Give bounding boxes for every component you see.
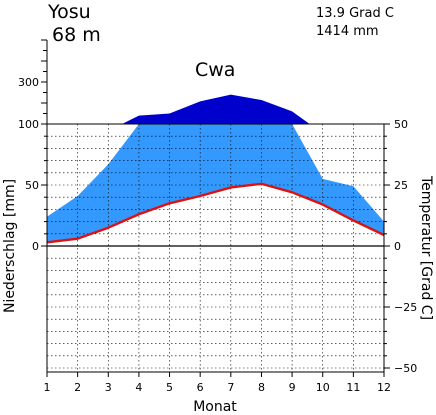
- temperature-line: [46, 182, 385, 244]
- precipitation-excess-fill: [122, 94, 310, 124]
- x-tick-label: 7: [227, 381, 234, 394]
- precipitation-area: [47, 94, 384, 243]
- station-name: Yosu: [47, 1, 91, 23]
- x-tick-label: 12: [377, 381, 391, 394]
- right-axis-title: Temperatur [Grad C]: [418, 175, 434, 320]
- left-tick-label: 0: [32, 240, 39, 253]
- annual-precipitation: 1414 mm: [316, 24, 379, 39]
- right-tick-label: −50: [394, 362, 417, 375]
- left-tick-label: 100: [18, 118, 39, 131]
- axes: [41, 39, 390, 377]
- x-tick-label: 4: [135, 381, 142, 394]
- station-elevation: 68 m: [52, 24, 101, 46]
- right-tick-label: 50: [394, 118, 408, 131]
- x-tick-label: 5: [166, 381, 173, 394]
- x-tick-label: 8: [258, 381, 265, 394]
- x-tick-label: 11: [346, 381, 360, 394]
- x-tick-label: 9: [289, 381, 296, 394]
- temperature-curve: [46, 182, 385, 244]
- precipitation-humid-fill: [47, 124, 384, 243]
- mean-temperature: 13.9 Grad C: [316, 6, 394, 21]
- x-tick-label: 10: [316, 381, 330, 394]
- x-axis-title: Monat: [193, 399, 237, 415]
- left-axis-title: Niederschlag [mm]: [2, 179, 18, 313]
- climate-classification: Cwa: [195, 59, 235, 81]
- right-tick-label: 0: [394, 240, 401, 253]
- left-tick-label: 50: [25, 179, 39, 192]
- right-tick-label: 25: [394, 179, 408, 192]
- right-tick-label: −25: [394, 301, 417, 314]
- x-tick-label: 3: [105, 381, 112, 394]
- x-tick-label: 2: [74, 381, 81, 394]
- x-tick-label: 1: [44, 381, 51, 394]
- x-tick-label: 6: [197, 381, 204, 394]
- left-tick-label: 300: [18, 76, 39, 89]
- grid-lines: [46, 123, 385, 372]
